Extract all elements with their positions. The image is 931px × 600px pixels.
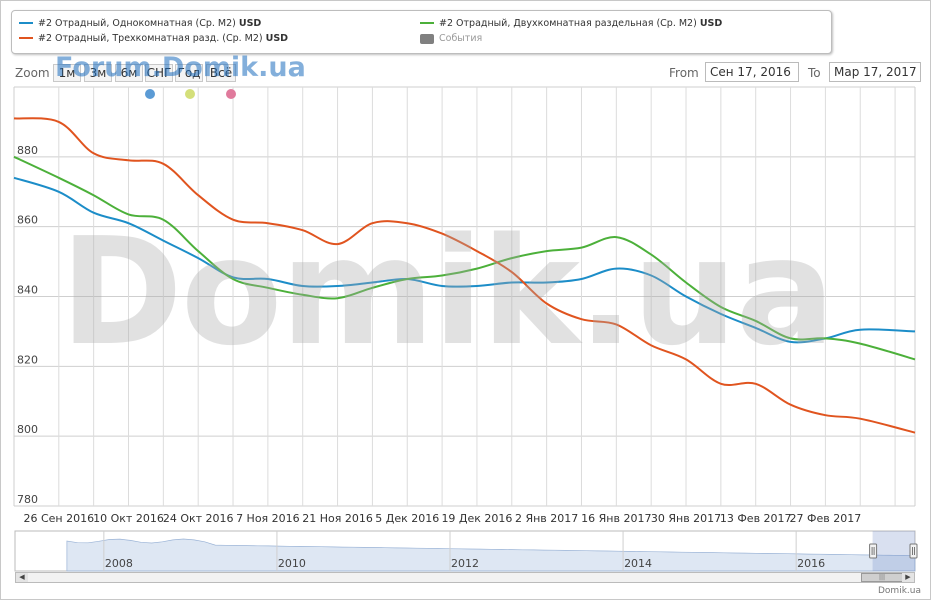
- y-tick-label: 860: [17, 214, 38, 227]
- zoom-label: Zoom: [15, 66, 50, 80]
- x-tick-label: 27 Фев 2017: [790, 512, 862, 525]
- series-line-2[interactable]: [13, 155, 916, 361]
- from-date-input[interactable]: Сен 17, 2016: [705, 62, 799, 82]
- y-tick-label: 780: [17, 493, 38, 506]
- y-tick-label: 840: [17, 284, 38, 297]
- legend-swatch: [420, 33, 434, 44]
- legend-item-one-room[interactable]: #2 Отрадный, Однокомнатная (Ср. M2) USD: [19, 18, 261, 29]
- zoom-year-button[interactable]: Год: [175, 64, 203, 82]
- navigator-selection[interactable]: [872, 531, 915, 571]
- legend-item-three-room[interactable]: #2 Отрадный, Трехкомнатная разд. (Ср. M2…: [19, 33, 288, 44]
- navigator-scrollbar[interactable]: ◀ ||| ▶: [15, 572, 915, 583]
- event-marker-dot[interactable]: [145, 89, 155, 99]
- legend-unit: USD: [238, 18, 262, 29]
- legend-item-two-room[interactable]: #2 Отрадный, Двухкомнатная раздельная (С…: [420, 18, 722, 29]
- event-marker-dot[interactable]: [226, 89, 236, 99]
- zoom-all-button[interactable]: Всё: [206, 64, 236, 82]
- legend-label: #2 Отрадный, Однокомнатная (Ср. M2): [38, 18, 236, 29]
- navigator-right-handle[interactable]: [909, 543, 918, 559]
- x-tick-label: 21 Ноя 2016: [302, 512, 373, 525]
- navigator-year-label: 2014: [624, 557, 652, 570]
- y-tick-label: 820: [17, 353, 38, 366]
- legend-swatch: [19, 36, 33, 39]
- credit-link[interactable]: Domik.ua: [878, 586, 921, 596]
- from-label: From: [669, 66, 699, 80]
- legend-label: #2 Отрадный, Двухкомнатная раздельная (С…: [439, 18, 697, 29]
- x-tick-label: 30 Янв 2017: [651, 512, 721, 525]
- navigator-year-label: 2010: [278, 557, 306, 570]
- zoom-3m-button[interactable]: 3м: [84, 64, 112, 82]
- navigator-year-label: 2012: [451, 557, 479, 570]
- legend-unit: USD: [265, 33, 289, 44]
- legend-label: #2 Отрадный, Трехкомнатная разд. (Ср. M2…: [38, 33, 263, 44]
- zoom-1m-button[interactable]: 1м: [53, 64, 81, 82]
- x-tick-label: 7 Ноя 2016: [236, 512, 300, 525]
- chart-legend: #2 Отрадный, Однокомнатная (Ср. M2) USD #…: [11, 10, 832, 54]
- series-line-3[interactable]: [13, 117, 916, 434]
- scroll-right-arrow-icon[interactable]: ▶: [902, 573, 914, 582]
- navigator-year-label: 2008: [105, 557, 133, 570]
- legend-label: События: [439, 33, 483, 44]
- scrollbar-thumb[interactable]: |||: [861, 573, 903, 582]
- to-label: To: [808, 66, 821, 80]
- y-tick-label: 880: [17, 144, 38, 157]
- legend-swatch: [19, 21, 33, 24]
- x-tick-label: 5 Дек 2016: [375, 512, 439, 525]
- x-tick-label: 2 Янв 2017: [515, 512, 578, 525]
- series-line-1[interactable]: [13, 176, 916, 344]
- watermark-forum: Forum.Domik.ua: [55, 52, 306, 83]
- x-tick-label: 19 Дек 2016: [441, 512, 512, 525]
- legend-unit: USD: [699, 18, 723, 29]
- legend-item-events[interactable]: События: [420, 33, 482, 44]
- x-tick-label: 26 Сен 2016: [23, 512, 94, 525]
- scroll-left-arrow-icon[interactable]: ◀: [16, 573, 28, 582]
- x-tick-label: 24 Окт 2016: [163, 512, 234, 525]
- navigator-left-handle[interactable]: [869, 543, 878, 559]
- y-tick-label: 800: [17, 423, 38, 436]
- event-marker-dot[interactable]: [185, 89, 195, 99]
- navigator-year-label: 2016: [797, 557, 825, 570]
- to-date-input[interactable]: Мар 17, 2017: [829, 62, 921, 82]
- x-tick-label: 16 Янв 2017: [581, 512, 651, 525]
- legend-swatch: [420, 21, 434, 24]
- navigator-series-area: [66, 538, 916, 572]
- zoom-6m-button[interactable]: 6м: [115, 64, 143, 82]
- zoom-ytd-button[interactable]: СНГ: [145, 64, 173, 82]
- x-tick-label: 10 Окт 2016: [93, 512, 164, 525]
- x-tick-label: 13 Фев 2017: [720, 512, 792, 525]
